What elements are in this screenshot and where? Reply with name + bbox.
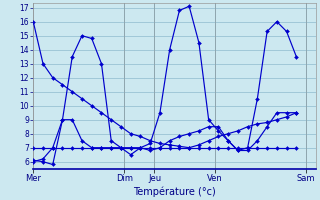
X-axis label: Température (°c): Température (°c): [133, 186, 216, 197]
